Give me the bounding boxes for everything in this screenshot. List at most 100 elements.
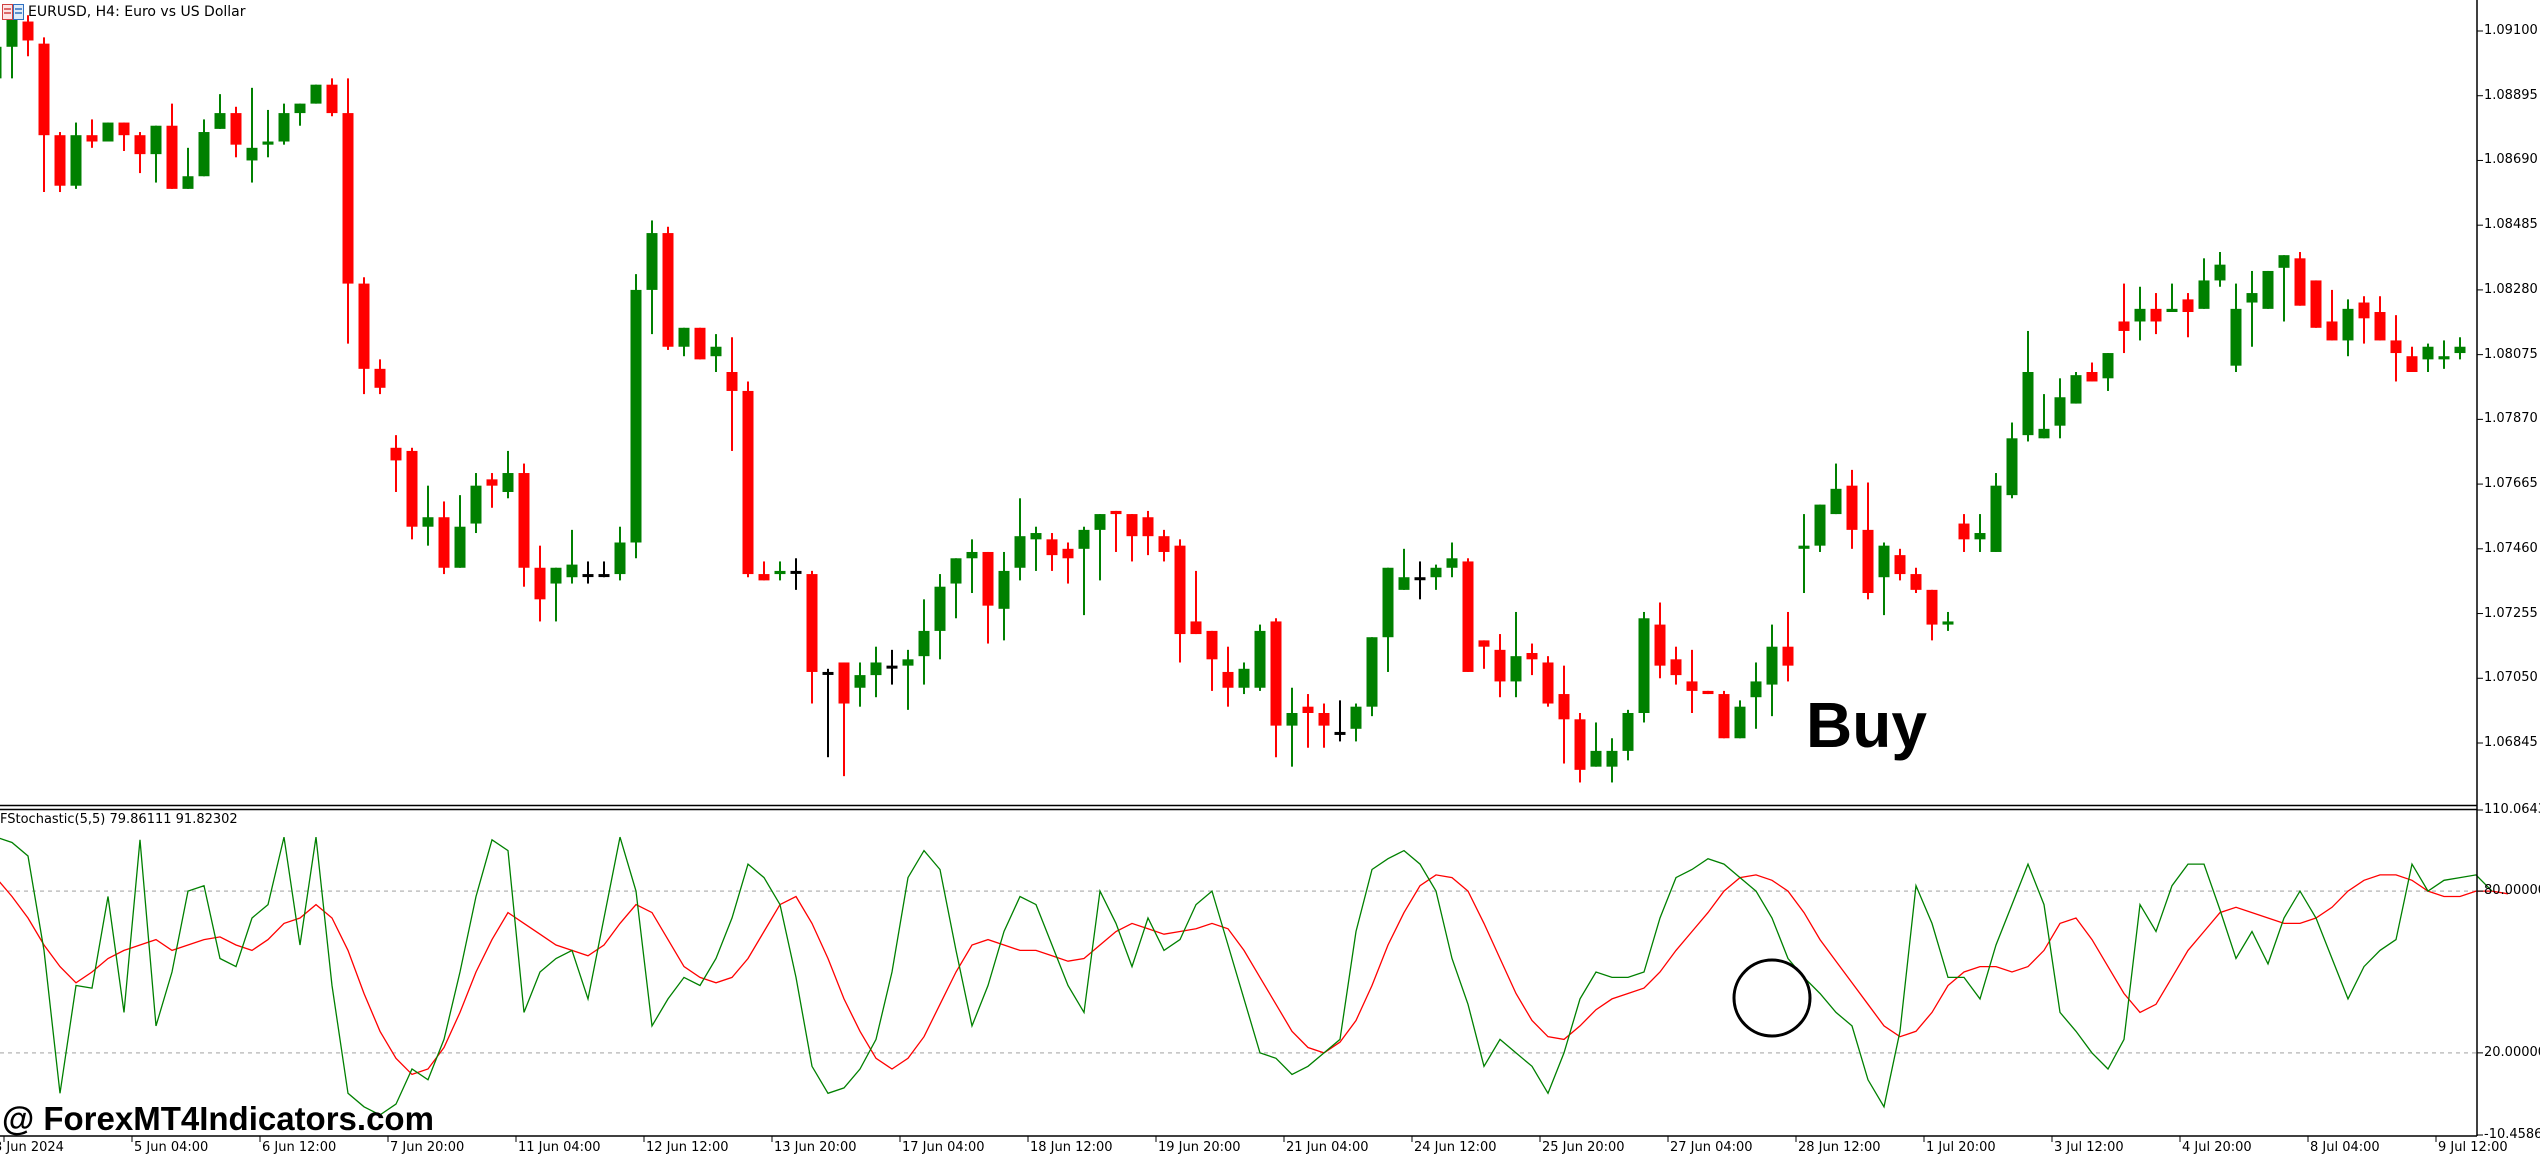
candle (118, 122, 130, 151)
candle (1062, 542, 1074, 584)
candle (2374, 296, 2386, 341)
candle (2454, 337, 2466, 360)
candle (1478, 640, 1490, 669)
candle (822, 668, 834, 758)
candle (566, 529, 578, 584)
candle (1606, 738, 1618, 783)
candle (2422, 343, 2434, 372)
candle (1526, 643, 1538, 676)
stochastic-main-line (0, 836, 2493, 1116)
candle (182, 147, 194, 189)
candle (2070, 371, 2082, 404)
candle (1974, 514, 1986, 552)
time-tick-label: 3 Jun 2024 (0, 1140, 64, 1155)
candle (902, 649, 914, 710)
candle (1878, 542, 1890, 616)
candle (2006, 422, 2018, 499)
watermark-text: @ ForexMT4Indicators.com (2, 1100, 434, 1137)
candlestick-series (0, 5, 2466, 783)
candle (278, 103, 290, 145)
time-tick-label: 21 Jun 04:00 (1286, 1140, 1369, 1155)
stochastic-lines (0, 836, 2509, 1116)
indicator-tick-label: 20.00000 (2484, 1044, 2540, 1060)
candle (1558, 665, 1570, 764)
candle (486, 473, 498, 508)
candle (230, 106, 242, 158)
candle (2278, 255, 2290, 322)
candle (1206, 630, 1218, 691)
candle (1222, 646, 1234, 707)
candle (518, 463, 530, 587)
candle (1382, 567, 1394, 672)
candle (294, 103, 306, 126)
candle (2326, 289, 2338, 341)
candle (2294, 252, 2306, 306)
candle (1766, 624, 1778, 717)
axes (0, 0, 2478, 1137)
candle (422, 485, 434, 546)
candle (614, 526, 626, 581)
candle (1254, 624, 1266, 691)
time-tick-label: 12 Jun 12:00 (646, 1140, 729, 1155)
candle (374, 359, 386, 395)
candle (662, 226, 674, 350)
candle (534, 545, 546, 622)
time-tick-label: 5 Jun 04:00 (134, 1140, 209, 1155)
candle (166, 103, 178, 189)
candle (2246, 270, 2258, 347)
time-tick-label: 25 Jun 20:00 (1542, 1140, 1625, 1155)
candle (86, 119, 98, 148)
candle (470, 473, 482, 534)
candle (1286, 687, 1298, 767)
price-tick-label: 1.07870 (2484, 411, 2538, 427)
price-tick-label: 1.07255 (2484, 605, 2538, 621)
candle (1990, 473, 2002, 552)
candle (2310, 280, 2322, 328)
candle (1846, 469, 1858, 549)
candle (310, 84, 322, 104)
candle (1430, 564, 1442, 590)
candle (2022, 330, 2034, 442)
indicator-level-lines (0, 890, 2477, 1054)
candle (646, 220, 658, 335)
candle (54, 132, 66, 193)
time-tick-label: 13 Jun 20:00 (774, 1140, 857, 1155)
candle (1046, 533, 1058, 571)
chart-window-icon[interactable] (2, 4, 24, 20)
candle (2390, 315, 2402, 382)
price-tick-label: 1.07460 (2484, 540, 2538, 556)
candle (1670, 646, 1682, 685)
candle (1270, 618, 1282, 758)
candle (70, 122, 82, 189)
candle (150, 125, 162, 183)
candle (598, 561, 610, 578)
candle (454, 495, 466, 568)
candle (326, 78, 338, 117)
candle (2214, 252, 2226, 287)
candle (1318, 703, 1330, 748)
candle (1590, 722, 1602, 767)
candle (1446, 542, 1458, 578)
candle (2182, 293, 2194, 338)
candle (2358, 296, 2370, 344)
time-tick-label: 7 Jun 20:00 (390, 1140, 465, 1155)
price-tick-label: 1.07665 (2484, 476, 2538, 492)
candle (358, 277, 370, 395)
candle (710, 334, 722, 372)
candle (1798, 514, 1810, 594)
candle (1078, 526, 1090, 616)
candle (726, 337, 738, 451)
candle (1654, 602, 1666, 679)
candle (1302, 694, 1314, 748)
candle (2262, 270, 2274, 309)
candle (38, 37, 50, 193)
candle (950, 558, 962, 619)
time-axis-ticks (3, 1136, 2437, 1142)
candle (1334, 700, 1346, 742)
candle (214, 94, 226, 129)
candle (246, 87, 258, 183)
price-tick-label: 1.06845 (2484, 734, 2538, 750)
candle (982, 551, 994, 644)
time-tick-label: 9 Jul 12:00 (2438, 1140, 2508, 1155)
